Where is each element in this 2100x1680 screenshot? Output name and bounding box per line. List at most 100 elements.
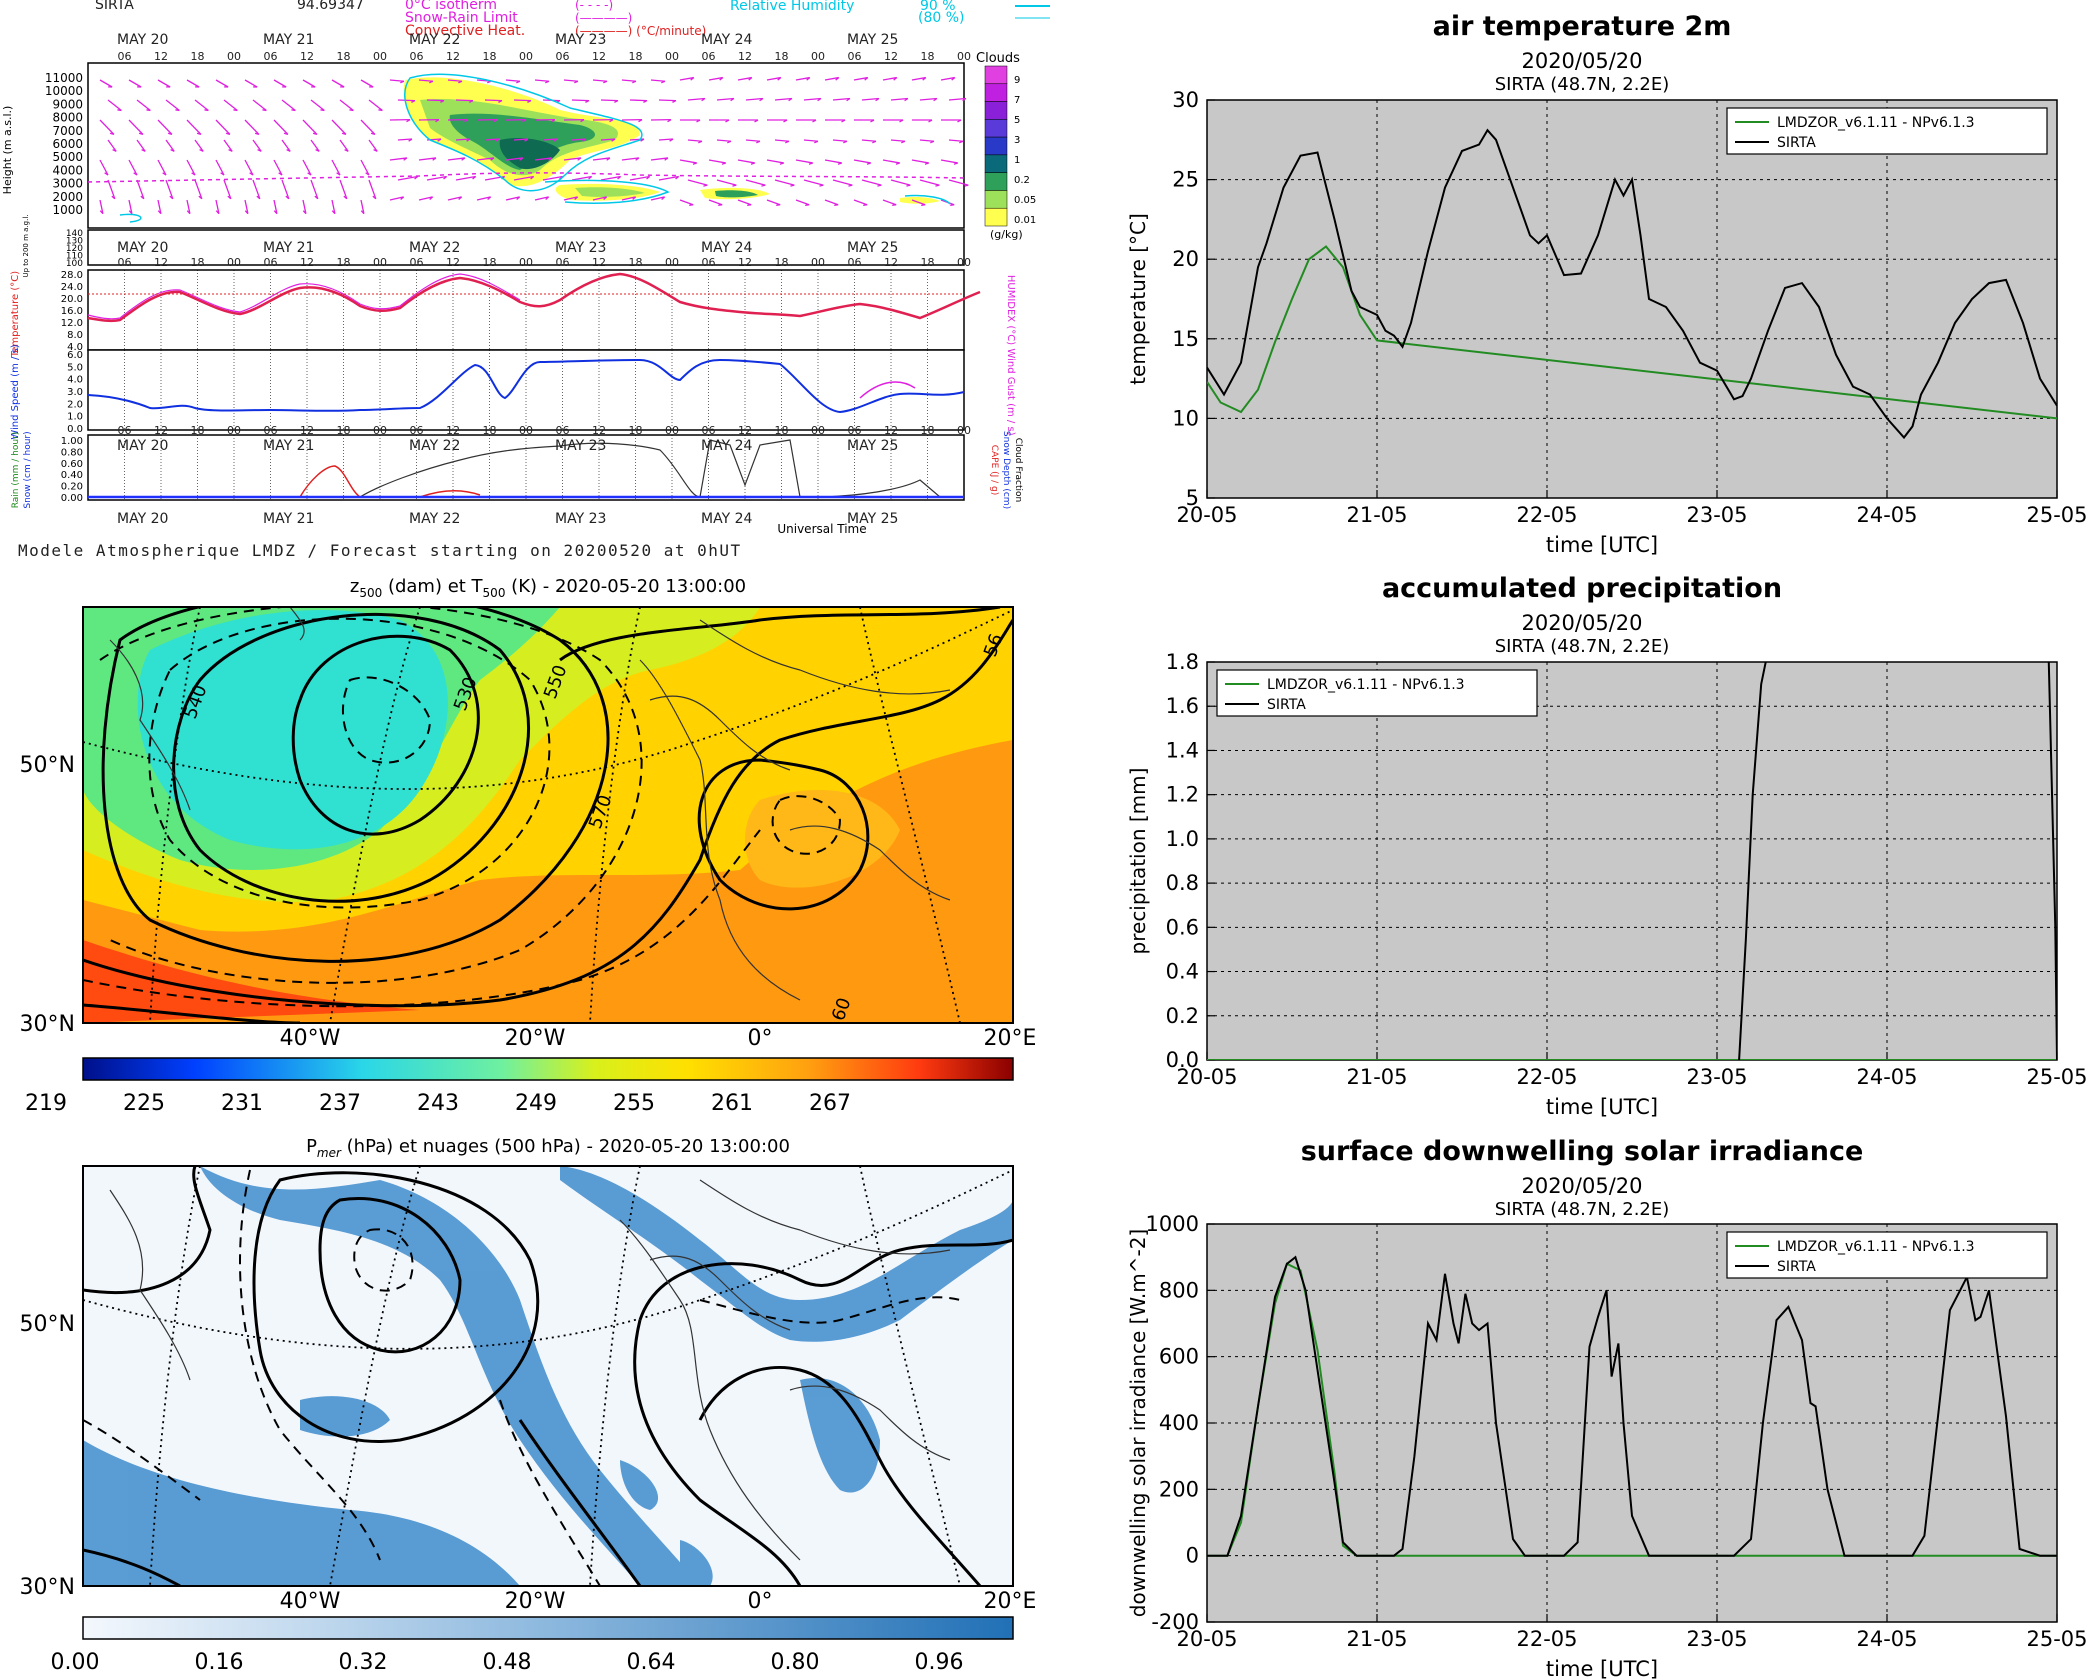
wind-arrow-head [866,162,871,165]
wind-arrow-head [777,77,782,81]
wind-arrow-head [372,195,377,200]
y-tick-label: 5000 [52,150,83,164]
x-tick-label: 20-05 [1176,1065,1237,1089]
hour-label: 18 [483,50,497,63]
wind-arrow [745,179,766,186]
legend-box [1726,107,2048,155]
wind-arrow-head [957,119,962,123]
hour-label: 12 [446,50,460,63]
wind-arrow-head [117,109,122,112]
y-tick-label: 7000 [52,124,83,138]
hour-label: 06 [702,256,716,269]
wind-arrow [513,99,532,102]
wind-arrow-head [343,195,348,200]
wind-arrow [157,199,162,214]
wind-arrow-head [848,184,853,187]
cloud-scale-label: 5 [1014,115,1020,126]
wind-arrow [447,79,463,82]
wind-arrow [563,157,581,161]
hour-label: 00 [519,50,533,63]
rh-legend-value: 90 % [920,0,956,14]
day-label: MAY 20 [117,511,168,527]
cloud-scale-swatch [984,172,1008,191]
y-tick-label: 8.0 [67,330,83,341]
wind-arrow [745,139,761,142]
hour-label: 12 [738,256,752,269]
day-label: MAY 21 [263,511,314,527]
hour-label: 06 [848,424,862,437]
wind-arrow [629,99,648,102]
wind-arrow-head [864,77,869,81]
cloud-scale-label: 0.05 [1014,195,1036,206]
clouds-label: Clouds [976,51,1020,66]
wind-arrow-head [283,132,289,136]
wind-arrow [832,139,848,142]
wind-arrow [882,76,897,81]
hour-label: 00 [373,256,387,269]
series-line [1738,662,1767,1060]
y-tick-label: 4.0 [67,375,83,386]
wind-arrow-head [403,157,408,161]
y-tick-label: 2000 [52,190,83,204]
y-tick-label: 400 [1159,1411,1199,1435]
wind-arrow [273,79,287,88]
snow-axis-label: Snow (cm / hour) [23,431,33,508]
hour-label: 06 [556,424,570,437]
wind-arrow [455,175,476,181]
wind-arrow-head [603,80,608,84]
wind-arrow-head [146,109,151,112]
wind-arrow [244,79,258,88]
day-label: MAY 22 [409,32,460,48]
pmer-map-frame [82,1165,1014,1587]
wind-arrow [215,199,220,214]
hour-label: 00 [227,424,241,437]
z500-graticule [83,607,1013,1023]
wind-arrow [426,99,445,102]
wind-arrow [592,79,608,82]
wind-arrow [861,139,877,142]
wind-arrow [157,159,167,176]
wind-arrow [157,119,173,135]
day-label: MAY 24 [701,240,752,256]
colorbar-tick-label: 249 [515,1091,557,1116]
wind-arrow-head [225,132,231,136]
wind-arrow [418,79,434,82]
wind-arrow-head [718,204,723,207]
wind-arrow-head [244,210,249,215]
wind-arrow-head [199,149,204,152]
wind-arrow-head [933,97,938,102]
z500-map-panel: z500 (dam) et T500 (K) - 2020-05-20 13:0… [20,576,1037,1116]
wind-arrow [687,179,708,186]
temperature-curve [87,272,981,323]
y-tick-label: 0.0 [1166,1048,1199,1072]
y-tick-label: 9000 [52,97,83,111]
wind-arrow-head [302,210,307,215]
temp-right-label: HUMIDEX (°C) [1005,275,1016,345]
wind-arrow [890,179,911,186]
wind-arrow-head [466,138,471,142]
hour-label: 18 [921,424,935,437]
hour-label: 18 [337,424,351,437]
y-tick-label: 1.0 [67,412,83,423]
wind-arrow [708,199,723,206]
x-tick-label: 23-05 [1686,503,1747,527]
wind-arrow-head [167,132,173,136]
z500-map-title: z500 (dam) et T500 (K) - 2020-05-20 13:0… [350,576,746,600]
hour-label: 06 [848,256,862,269]
series-line [1207,1255,2057,1557]
y-axis-label: downwelling solar irradiance [W.m^-2] [1126,1229,1150,1617]
day-label: MAY 20 [117,438,168,454]
wind-arrow [650,157,668,161]
wind-arrow [339,99,354,111]
wind-arrow-head [228,149,233,152]
wind-arrow-head [703,184,708,187]
wind-arrow-head [524,138,529,142]
y-tick-label: 4000 [52,163,83,177]
hour-label: 06 [264,424,278,437]
wind-arrow [824,199,839,206]
wind-arrow-head [320,109,325,112]
hour-label: 12 [154,424,168,437]
wind-arrow [737,159,755,164]
wind-arrow [455,138,471,141]
